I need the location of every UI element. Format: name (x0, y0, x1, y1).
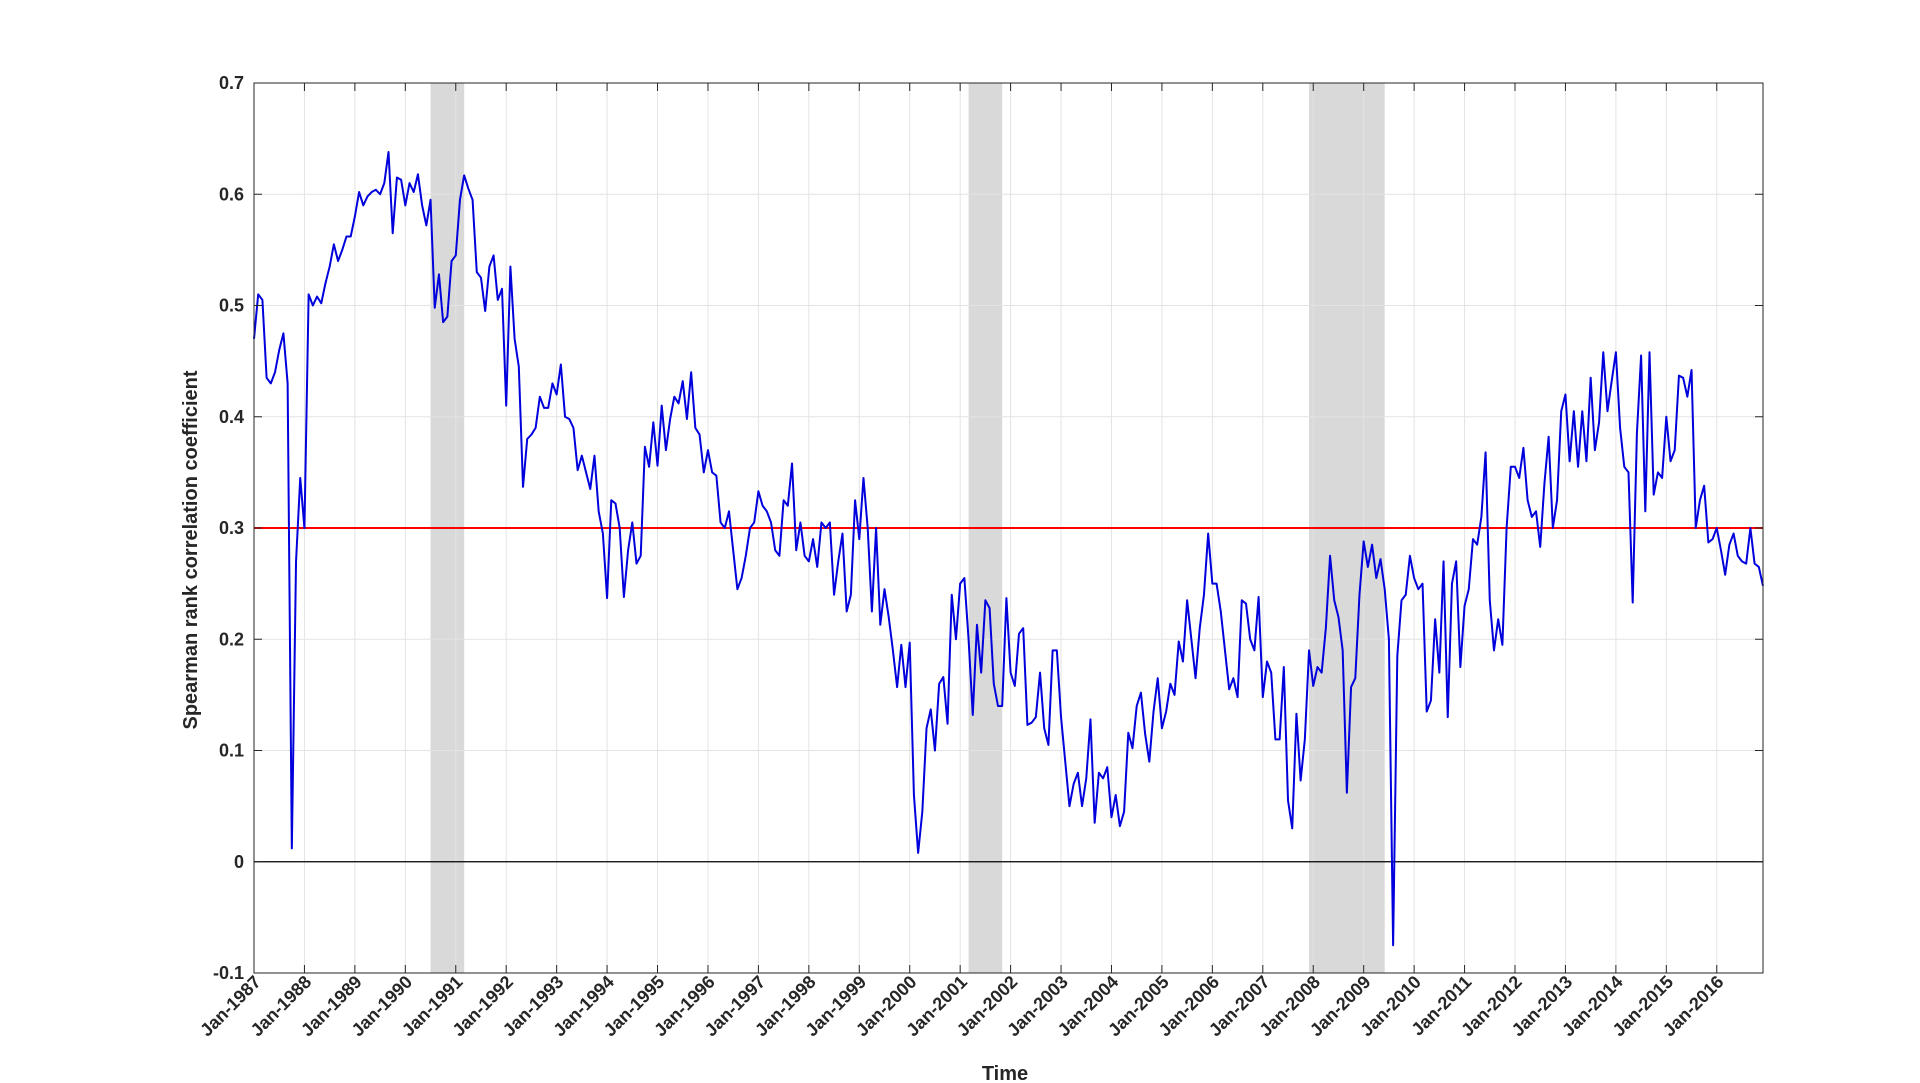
y-tick-label-4: 0.3 (219, 518, 244, 538)
y-tick-label-1: 0 (234, 852, 244, 872)
series-layer (253, 150, 1764, 947)
y-tick-label-5: 0.4 (219, 407, 244, 427)
y-tick-label-2: 0.1 (219, 741, 244, 761)
y-tick-label-0: -0.1 (213, 963, 244, 983)
reference-lines (254, 527, 1763, 863)
x-axis-title: Time (982, 1063, 1028, 1083)
y-tick-labels: -0.1 0 0.1 0.2 0.3 0.4 0.5 0.6 0.7 (213, 73, 244, 983)
series-line-1 (253, 150, 1764, 947)
y-tick-label-3: 0.2 (219, 629, 244, 649)
axis-ticks (253, 82, 1763, 974)
y-axis-title: Spearman rank correlation coefficient (180, 370, 202, 729)
y-tick-label-6: 0.5 (219, 296, 244, 316)
y-tick-label-7: 0.6 (219, 184, 244, 204)
y-tick-label-8: 0.7 (219, 73, 244, 93)
